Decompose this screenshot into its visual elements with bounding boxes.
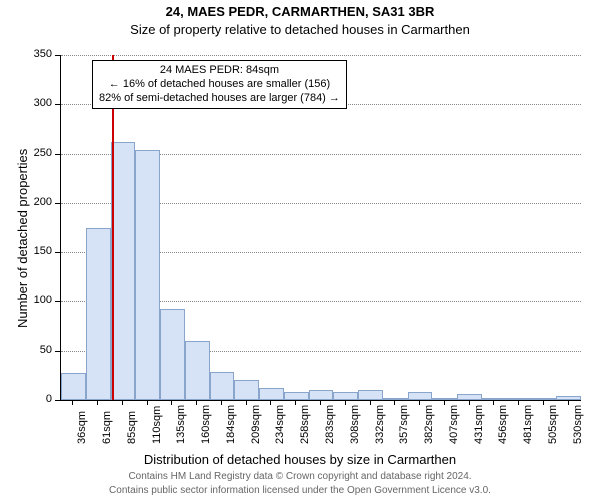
histogram-bar [61,373,86,400]
histogram-bar [333,392,358,400]
x-tick-label: 209sqm [250,405,262,444]
x-tick-mark [171,400,172,405]
histogram-bar [408,392,433,400]
x-tick-mark [246,400,247,405]
annotation-line: ← 16% of detached houses are smaller (15… [99,78,340,92]
y-tick-label: 0 [0,393,52,405]
x-tick-mark [543,400,544,405]
histogram-bar [111,142,136,400]
x-axis-label: Distribution of detached houses by size … [0,452,600,467]
y-tick-label: 300 [0,97,52,109]
chart-title: 24, MAES PEDR, CARMARTHEN, SA31 3BR [0,4,600,19]
x-tick-mark [221,400,222,405]
histogram-bar [284,392,309,400]
histogram-bar [160,309,185,400]
x-tick-mark [72,400,73,405]
x-tick-mark [295,400,296,405]
annotation-line: 82% of semi-detached houses are larger (… [99,92,340,106]
y-tick-label: 50 [0,344,52,356]
attribution-line: Contains public sector information licen… [0,484,600,498]
histogram-bar [135,150,160,400]
x-tick-mark [493,400,494,405]
x-tick-mark [196,400,197,405]
x-tick-label: 357sqm [398,405,410,444]
x-tick-label: 456sqm [497,405,509,444]
y-tick-label: 150 [0,245,52,257]
x-tick-mark [444,400,445,405]
annotation-box: 24 MAES PEDR: 84sqm ← 16% of detached ho… [92,60,347,109]
y-tick-mark [55,301,60,302]
x-tick-mark [345,400,346,405]
chart-container: { "chart": { "type": "histogram", "title… [0,0,600,500]
histogram-bar [309,390,334,400]
x-tick-label: 135sqm [175,405,187,444]
x-tick-label: 407sqm [448,405,460,444]
x-tick-mark [518,400,519,405]
x-tick-label: 258sqm [299,405,311,444]
x-tick-label: 234sqm [274,405,286,444]
histogram-bar [86,228,111,401]
x-tick-label: 308sqm [349,405,361,444]
histogram-bar [259,388,284,400]
x-tick-mark [270,400,271,405]
y-tick-label: 350 [0,48,52,60]
x-tick-label: 61sqm [101,411,113,444]
histogram-bar [185,341,210,400]
attribution: Contains HM Land Registry data © Crown c… [0,470,600,497]
x-tick-label: 431sqm [473,405,485,444]
y-tick-label: 200 [0,196,52,208]
histogram-bar [358,390,383,400]
histogram-bar [457,394,482,400]
x-tick-mark [320,400,321,405]
x-tick-label: 382sqm [423,405,435,444]
histogram-bar [556,396,581,400]
attribution-line: Contains HM Land Registry data © Crown c… [0,470,600,484]
y-tick-mark [55,55,60,56]
y-tick-mark [55,104,60,105]
x-tick-label: 332sqm [374,405,386,444]
annotation-line: 24 MAES PEDR: 84sqm [99,64,340,78]
x-tick-label: 530sqm [572,405,584,444]
x-tick-label: 505sqm [547,405,559,444]
x-tick-label: 85sqm [126,411,138,444]
y-tick-mark [55,351,60,352]
x-tick-label: 160sqm [200,405,212,444]
x-tick-mark [394,400,395,405]
x-tick-mark [419,400,420,405]
chart-subtitle: Size of property relative to detached ho… [0,22,600,37]
x-tick-mark [568,400,569,405]
x-tick-mark [122,400,123,405]
x-tick-label: 36sqm [76,411,88,444]
gridline [61,55,581,56]
y-tick-label: 250 [0,147,52,159]
histogram-bar [432,398,457,400]
y-tick-mark [55,154,60,155]
y-tick-mark [55,203,60,204]
x-tick-mark [469,400,470,405]
x-tick-label: 184sqm [225,405,237,444]
histogram-bar [210,372,235,400]
x-tick-label: 110sqm [151,406,163,444]
y-tick-label: 100 [0,294,52,306]
y-tick-mark [55,252,60,253]
x-tick-label: 283sqm [324,405,336,444]
x-tick-label: 481sqm [522,405,534,444]
x-tick-mark [97,400,98,405]
y-tick-mark [55,400,60,401]
histogram-bar [234,380,259,400]
histogram-bar [531,398,556,400]
x-tick-mark [370,400,371,405]
x-tick-mark [147,400,148,405]
